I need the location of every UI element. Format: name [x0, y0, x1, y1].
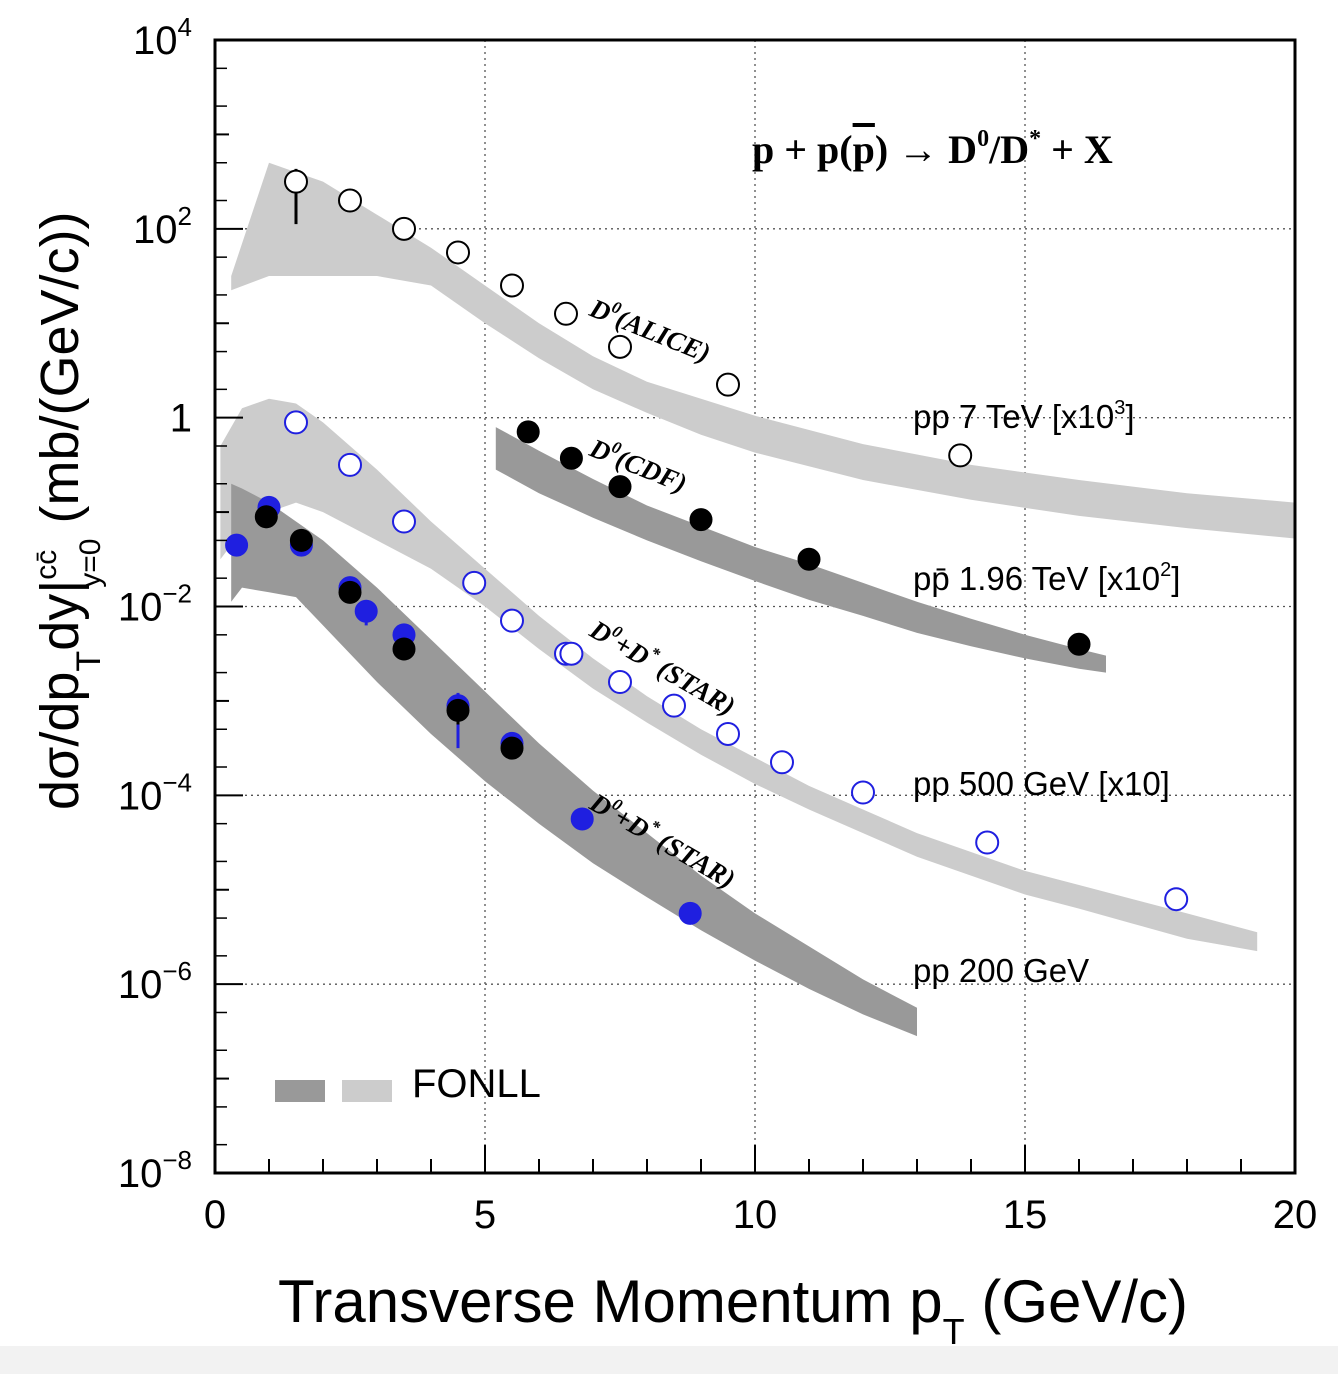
data-point-open [851, 780, 875, 805]
y-tick-label: 10−8 [118, 1145, 192, 1196]
fonll-band [495, 427, 1106, 673]
data-point-filled [1067, 632, 1091, 656]
data-point-open [948, 443, 973, 468]
data-point-open [284, 410, 308, 435]
y-tick-label: 1 [170, 397, 192, 441]
data-point-open [662, 693, 686, 718]
data-point-filled [797, 547, 821, 571]
energy-label-196tev: pp̄ 1.96 TeV [x102] [913, 559, 1180, 597]
x-axis-title: Transverse Momentum pT (GeV/c) [278, 1268, 1188, 1352]
data-point-open [462, 570, 487, 595]
data-point-open [338, 452, 362, 477]
x-tick-label: 10 [733, 1193, 778, 1237]
fonll-band [231, 162, 1296, 539]
y-tick-label: 10−4 [118, 767, 192, 818]
data-point-filled [392, 637, 416, 661]
y-tick-label: 102 [133, 201, 192, 252]
data-point-filled [570, 807, 594, 831]
y-tick-label: 104 [133, 12, 192, 63]
legend: FONLL [275, 1062, 541, 1106]
annotation-alice: D0(ALICE) [585, 290, 716, 369]
footer-strip [0, 1346, 1338, 1374]
data-point-open [500, 273, 524, 298]
fonll-band [231, 483, 917, 1037]
energy-label-500gev: pp 500 GeV [x10] [913, 765, 1170, 802]
data-point-filled [446, 698, 470, 722]
x-tick-label: 15 [1003, 1193, 1048, 1237]
y-axis-title: dσ/dpTdy|cc̄ y=0 (mb/(GeV/c)) [30, 211, 108, 810]
reaction-label: p + p(p) → D0/D* + X [752, 126, 1113, 172]
data-points [225, 168, 1189, 925]
data-point-filled [678, 901, 702, 925]
y-tick-label: 10−2 [118, 579, 192, 630]
x-tick-label: 0 [204, 1193, 226, 1237]
data-point-filled [289, 528, 313, 552]
data-point-filled [338, 580, 362, 604]
data-point-open [608, 670, 632, 695]
data-point-open [284, 169, 308, 194]
fonll-band [220, 398, 1258, 952]
data-point-open [1164, 887, 1189, 912]
legend-swatch-light [342, 1080, 392, 1102]
data-point-filled [689, 508, 713, 532]
data-point-filled [354, 599, 378, 623]
data-point-open [554, 301, 578, 326]
legend-label: FONLL [412, 1062, 541, 1106]
data-point-open [608, 334, 632, 359]
data-point-filled [500, 736, 524, 760]
data-point-filled [516, 420, 540, 444]
data-point-open [446, 240, 470, 265]
data-point-filled [254, 505, 278, 529]
legend-swatch-dark [275, 1080, 325, 1102]
x-tick-label: 5 [474, 1193, 496, 1237]
data-point-open [716, 721, 740, 746]
tick-labels: 0 5 10 15 20 10−8 10−6 10−4 10−2 1 102 104 [118, 12, 1317, 1237]
x-tick-label: 20 [1273, 1193, 1318, 1237]
data-point-open [392, 216, 416, 241]
data-point-open [392, 509, 416, 534]
data-point-open [770, 750, 794, 775]
data-point-open [716, 372, 740, 397]
energy-label-7tev: pp 7 TeV [x103] [913, 397, 1135, 435]
fonll-bands [220, 162, 1296, 1037]
data-point-open [500, 608, 524, 633]
data-point-filled [608, 475, 632, 499]
data-point-open [975, 830, 1000, 855]
data-point-open [559, 641, 584, 666]
data-point-open [338, 188, 362, 213]
axis-ticks [214, 39, 1296, 1174]
data-point-filled [225, 533, 249, 557]
data-point-filled [559, 446, 583, 470]
energy-label-200gev: pp 200 GeV [913, 952, 1089, 989]
y-tick-label: 10−6 [118, 956, 192, 1007]
